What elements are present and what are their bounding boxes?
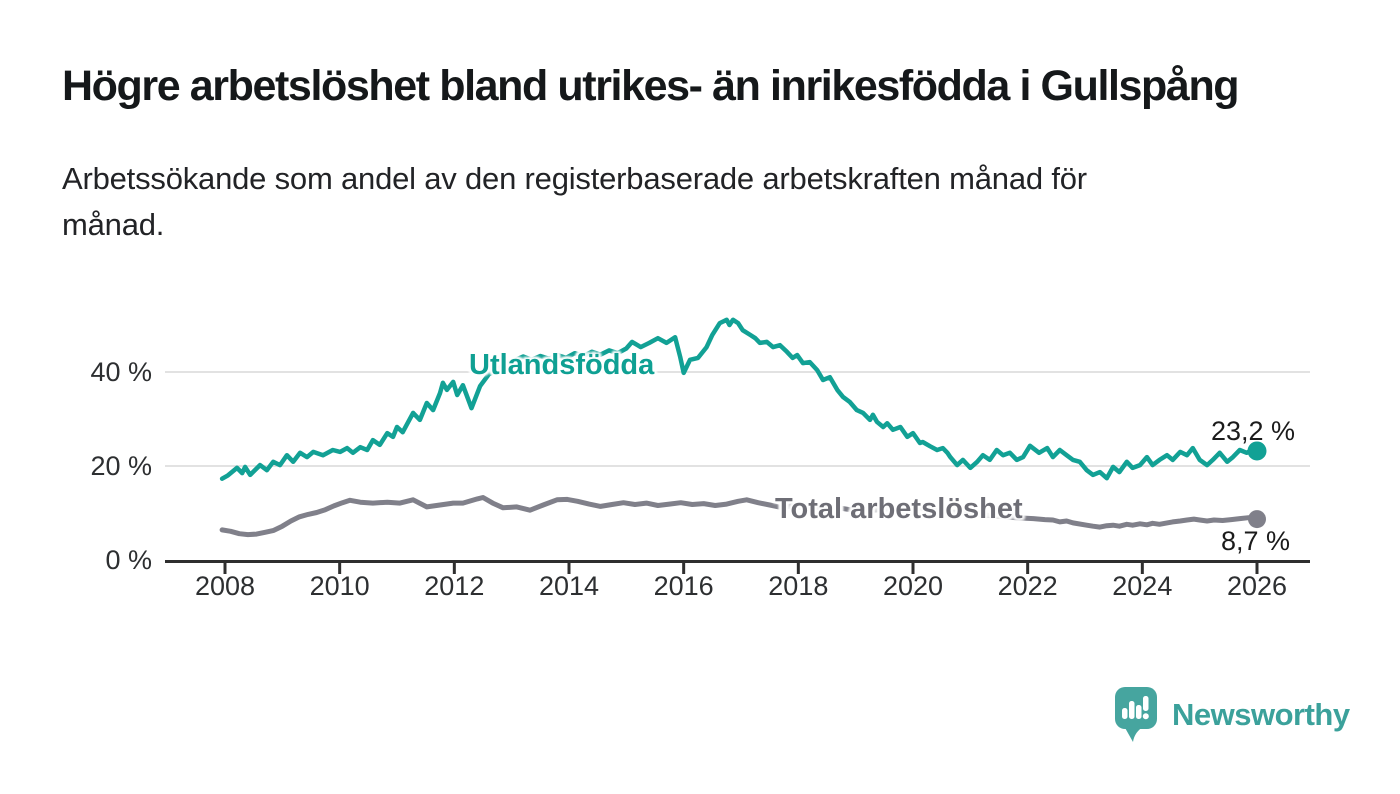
series-end-dots — [1247, 441, 1267, 529]
x-tick-label: 2020 — [882, 571, 944, 601]
x-tick-label: 2014 — [538, 571, 600, 601]
x-tick-label: 2026 — [1226, 571, 1288, 601]
series-line-utlandsfodda — [219, 317, 1260, 481]
x-tick-label: 2012 — [424, 571, 485, 601]
subtitle-line-1: Arbetssökande som andel av den registerb… — [62, 161, 1087, 196]
series-line-total — [219, 495, 1260, 538]
x-tick-label: 2010 — [309, 571, 370, 601]
newsworthy-logo-text: Newsworthy — [1172, 697, 1350, 732]
end-value-label-total: 8,7 % — [1220, 526, 1290, 556]
subtitle-line-2: månad. — [62, 207, 165, 242]
chart-title: Högre arbetslöshet bland utrikes- än inr… — [62, 62, 1240, 110]
end-value-label-utlandsfodda: 23,2 % — [1210, 416, 1295, 446]
gridlines — [165, 371, 1310, 467]
series-label-utlandsfodda: Utlandsfödda — [469, 349, 655, 381]
y-tick-label: 40 % — [90, 357, 152, 387]
x-tick-label: 2024 — [1112, 571, 1173, 601]
y-tick-label: 0 % — [105, 545, 152, 575]
x-tick-label: 2018 — [768, 571, 829, 601]
x-axis — [165, 560, 1310, 574]
x-tick-label: 2008 — [194, 571, 256, 601]
end-dot-utlandsfodda — [1247, 441, 1267, 461]
newsworthy-logo: Newsworthy — [1114, 686, 1350, 744]
x-tick-label: 2016 — [653, 571, 714, 601]
series-lines — [219, 317, 1260, 538]
y-tick-label: 20 % — [90, 451, 152, 481]
end-dot-total — [1247, 510, 1266, 529]
series-label-total-arbetsloshet: Total arbetslöshet — [775, 493, 1023, 525]
chart-subtitle: Arbetssökande som andel av den registerb… — [62, 156, 1322, 248]
x-tick-label: 2022 — [997, 571, 1058, 601]
newsworthy-logo-icon — [1115, 687, 1157, 742]
